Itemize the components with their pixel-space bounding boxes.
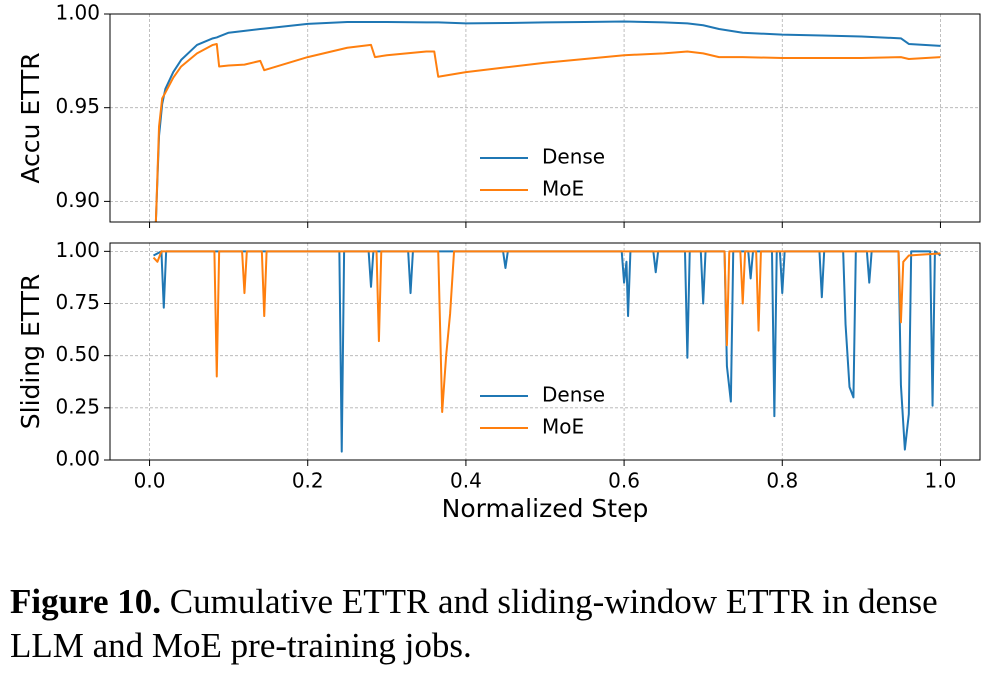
axes-frame: [109, 13, 981, 223]
legend-label: MoE: [542, 415, 584, 439]
x-axis-label: Normalized Step: [442, 494, 649, 523]
y-tick-label: 1.00: [55, 1, 100, 25]
axes-frame: [109, 242, 981, 461]
line-series: [154, 42, 941, 222]
line-series: [152, 250, 941, 414]
y-tick-label: 0.90: [55, 188, 100, 212]
x-tick-label: 1.0: [925, 469, 957, 493]
x-tick-label: 0.6: [608, 469, 640, 493]
line-series: [153, 250, 942, 453]
y-tick-label: 0.95: [55, 94, 100, 118]
x-tick-label: 0.0: [134, 469, 166, 493]
y-tick-label: 1.00: [55, 238, 100, 262]
y-tick-label: 0.75: [55, 290, 100, 314]
x-tick-label: 0.8: [766, 469, 798, 493]
caption-text: Cumulative ETTR and sliding-window ETTR …: [10, 582, 938, 665]
y-tick-label: 0.00: [55, 447, 100, 471]
x-tick-label: 0.4: [450, 469, 482, 493]
y-tick-label: 0.25: [55, 394, 100, 418]
caption: Figure 10. Cumulative ETTR and sliding-w…: [10, 580, 1000, 668]
legend-label: MoE: [542, 177, 584, 201]
y-axis-label: Sliding ETTR: [16, 274, 45, 430]
chart: 0.90 0.95 1.00 Accu ETTR Dense MoE 0.00 0.25 0.5…: [16, 1, 981, 523]
legend-label: Dense: [542, 383, 605, 407]
legend-label: Dense: [542, 145, 605, 169]
x-tick-label: 0.2: [292, 469, 324, 493]
line-series: [154, 20, 941, 222]
y-axis-label: Accu ETTR: [16, 52, 45, 183]
caption-label: Figure 10.: [10, 582, 162, 621]
y-tick-label: 0.50: [55, 342, 100, 366]
